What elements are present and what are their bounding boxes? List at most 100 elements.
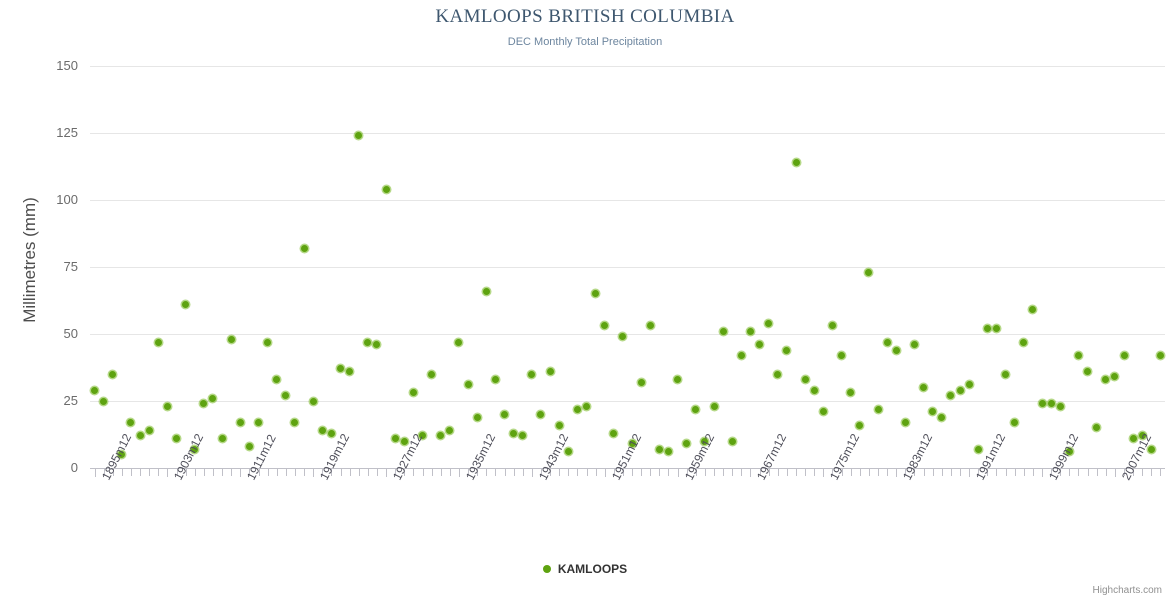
data-point[interactable]	[327, 429, 335, 437]
data-point[interactable]	[901, 418, 909, 426]
data-point[interactable]	[938, 413, 946, 421]
data-point[interactable]	[847, 389, 855, 397]
data-point[interactable]	[191, 445, 199, 453]
data-point[interactable]	[838, 351, 846, 359]
data-point[interactable]	[910, 341, 918, 349]
data-point[interactable]	[564, 448, 572, 456]
data-point[interactable]	[209, 394, 217, 402]
data-point[interactable]	[255, 418, 263, 426]
data-point[interactable]	[746, 327, 754, 335]
data-point[interactable]	[783, 346, 791, 354]
data-point[interactable]	[874, 405, 882, 413]
data-point[interactable]	[264, 338, 272, 346]
data-point[interactable]	[382, 185, 390, 193]
data-point[interactable]	[1102, 376, 1110, 384]
data-point[interactable]	[664, 448, 672, 456]
data-point[interactable]	[1111, 373, 1119, 381]
data-point[interactable]	[537, 410, 545, 418]
data-point[interactable]	[637, 378, 645, 386]
data-point[interactable]	[792, 158, 800, 166]
data-point[interactable]	[865, 268, 873, 276]
data-point[interactable]	[136, 432, 144, 440]
data-point[interactable]	[920, 384, 928, 392]
data-point[interactable]	[409, 389, 417, 397]
data-point[interactable]	[555, 421, 563, 429]
data-point[interactable]	[91, 386, 99, 394]
data-point[interactable]	[236, 418, 244, 426]
data-point[interactable]	[464, 381, 472, 389]
data-point[interactable]	[364, 338, 372, 346]
data-point[interactable]	[592, 290, 600, 298]
data-point[interactable]	[473, 413, 481, 421]
data-point[interactable]	[674, 376, 682, 384]
data-point[interactable]	[646, 322, 654, 330]
data-point[interactable]	[391, 435, 399, 443]
data-point[interactable]	[273, 376, 281, 384]
data-point[interactable]	[801, 376, 809, 384]
data-point[interactable]	[309, 397, 317, 405]
data-point[interactable]	[683, 440, 691, 448]
data-point[interactable]	[774, 370, 782, 378]
data-point[interactable]	[446, 426, 454, 434]
data-point[interactable]	[719, 327, 727, 335]
data-point[interactable]	[491, 376, 499, 384]
data-point[interactable]	[1029, 306, 1037, 314]
data-point[interactable]	[346, 368, 354, 376]
data-point[interactable]	[1002, 370, 1010, 378]
data-point[interactable]	[983, 325, 991, 333]
data-point[interactable]	[892, 346, 900, 354]
data-point[interactable]	[1147, 445, 1155, 453]
data-point[interactable]	[819, 408, 827, 416]
data-point[interactable]	[109, 370, 117, 378]
data-point[interactable]	[1138, 432, 1146, 440]
data-point[interactable]	[519, 432, 527, 440]
data-point[interactable]	[482, 287, 490, 295]
data-point[interactable]	[1129, 435, 1137, 443]
data-point[interactable]	[965, 381, 973, 389]
data-point[interactable]	[692, 405, 700, 413]
data-point[interactable]	[628, 440, 636, 448]
data-point[interactable]	[810, 386, 818, 394]
data-point[interactable]	[828, 322, 836, 330]
data-point[interactable]	[163, 402, 171, 410]
data-point[interactable]	[929, 408, 937, 416]
data-point[interactable]	[282, 392, 290, 400]
data-point[interactable]	[200, 400, 208, 408]
data-point[interactable]	[355, 132, 363, 140]
data-point[interactable]	[601, 322, 609, 330]
data-point[interactable]	[1047, 400, 1055, 408]
data-point[interactable]	[974, 445, 982, 453]
data-point[interactable]	[956, 386, 964, 394]
data-point[interactable]	[428, 370, 436, 378]
data-point[interactable]	[510, 429, 518, 437]
data-point[interactable]	[1156, 351, 1164, 359]
data-point[interactable]	[573, 405, 581, 413]
data-point[interactable]	[182, 301, 190, 309]
data-point[interactable]	[728, 437, 736, 445]
data-point[interactable]	[528, 370, 536, 378]
data-point[interactable]	[883, 338, 891, 346]
data-point[interactable]	[583, 402, 590, 410]
data-point[interactable]	[227, 335, 235, 343]
data-point[interactable]	[992, 325, 1000, 333]
data-point[interactable]	[610, 429, 618, 437]
data-point[interactable]	[1056, 402, 1064, 410]
data-point[interactable]	[1020, 338, 1028, 346]
data-point[interactable]	[318, 426, 326, 434]
legend-item-kamloops[interactable]: KAMLOOPS	[542, 562, 627, 576]
data-point[interactable]	[1093, 424, 1101, 432]
data-point[interactable]	[455, 338, 463, 346]
data-point[interactable]	[1038, 400, 1046, 408]
data-point[interactable]	[100, 397, 108, 405]
data-point[interactable]	[655, 445, 663, 453]
data-point[interactable]	[501, 410, 508, 418]
data-point[interactable]	[947, 392, 955, 400]
data-point[interactable]	[300, 244, 308, 252]
data-point[interactable]	[765, 319, 773, 327]
data-point[interactable]	[373, 341, 381, 349]
data-point[interactable]	[546, 368, 554, 376]
data-point[interactable]	[173, 435, 181, 443]
data-point[interactable]	[419, 432, 427, 440]
data-point[interactable]	[291, 418, 299, 426]
data-point[interactable]	[118, 451, 126, 459]
